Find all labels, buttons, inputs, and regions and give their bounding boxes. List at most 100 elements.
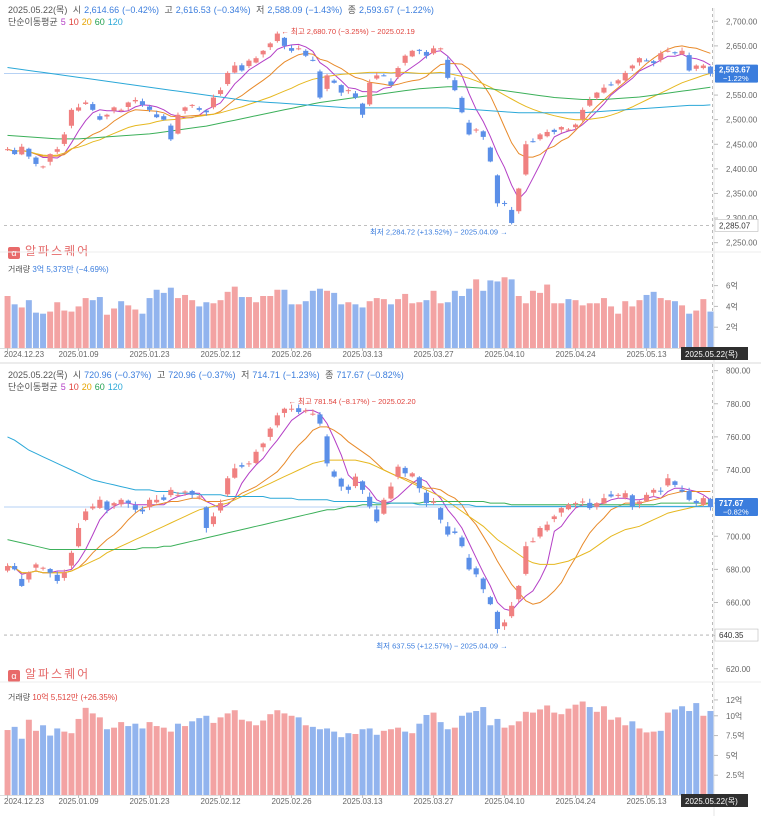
panel2-volume-bar	[111, 727, 118, 795]
panel1-volume-bar	[423, 300, 430, 348]
panel1-volume-bar	[32, 312, 39, 348]
panel1-candle-body	[551, 129, 557, 132]
panel1-candle-body	[217, 90, 224, 95]
panel2-close-change: (−0.82%)	[366, 370, 404, 380]
panel2-x-tick-label: 2025.01.09	[59, 797, 100, 806]
panel1-candle-body	[90, 104, 96, 110]
panel2-low-annotation: 최저 637.55 (+12.57%) − 2025.04.09 →	[376, 641, 507, 651]
panel1-ma5-line	[7, 43, 711, 200]
panel1-volume-label: 거래량 3억 5,373만 (−4.69%)	[8, 264, 109, 275]
panel1-x-tick-label: 2025.05.13	[627, 350, 668, 359]
panel2-volume-bar	[260, 720, 267, 795]
panel2-volume-bar	[522, 711, 529, 795]
panel1-candle-body	[54, 149, 60, 152]
panel1-volume-bar	[345, 302, 352, 348]
panel2-volume-bar	[352, 733, 359, 795]
panel2-candle-body	[636, 501, 643, 504]
panel2-volume-bar	[494, 718, 501, 795]
panel2-volume-bar	[295, 717, 302, 795]
panel1-volume-bar	[387, 304, 394, 348]
panel1-y-tick-label: 2,400.00	[726, 165, 758, 174]
panel1-vol-tick-label: 4억	[726, 301, 738, 311]
panel2-volume-value: 10억 5,512만	[32, 693, 79, 702]
panel2-candle-body	[445, 526, 451, 535]
panel1-candle-body	[19, 146, 25, 155]
panel2-volume-bar	[18, 738, 25, 795]
panel2-volume-bar	[671, 709, 678, 795]
panel2-volume-bar	[125, 726, 132, 795]
panel1-candle-body	[324, 75, 330, 89]
panel1-volume-bar	[4, 296, 11, 348]
panel1-volume-bar	[707, 311, 714, 348]
panel2-high-label: 고	[156, 370, 166, 380]
panel2-volume-bar	[579, 701, 586, 795]
panel2-volume-bar	[487, 725, 494, 795]
panel2-candle-body	[19, 578, 25, 586]
panel2-volume-bar	[537, 709, 544, 795]
panel2-ma60-legend: 60	[94, 382, 105, 392]
panel1-candle-body	[132, 99, 138, 102]
panel2-x-tick-label: 2025.03.27	[414, 797, 455, 806]
panel1-volume-bar	[416, 302, 423, 348]
panel1-brand-logo: α 알파스퀘어	[8, 242, 90, 259]
panel2-volume-bar	[253, 725, 260, 795]
panel1-volume-bar	[18, 307, 25, 348]
panel1-volume-bar	[679, 305, 686, 348]
panel2-volume-bar	[75, 718, 82, 795]
panel1-candle-body	[430, 48, 437, 54]
panel1-volume-bar	[373, 298, 380, 348]
panel1-volume-bar	[103, 314, 110, 348]
panel2-volume-bar	[586, 707, 593, 795]
panel2-candle-body	[154, 499, 160, 503]
panel2-candle-body	[594, 503, 600, 507]
panel2-volume-bar	[153, 726, 160, 795]
panel2-candle-body	[132, 505, 138, 510]
panel2-volume-bar	[174, 723, 181, 795]
panel2-y-tick-label: 660.00	[726, 599, 751, 608]
panel1-ma-legend-label: 단순이동평균	[8, 17, 58, 27]
panel2-candle-body	[281, 408, 288, 413]
panel2-volume-bar	[25, 719, 32, 795]
panel1-ma20-line	[7, 71, 711, 157]
panel1-volume-bar	[153, 289, 160, 348]
panel1-volume-bar	[281, 289, 288, 348]
panel2-volume-bar	[622, 725, 629, 795]
panel2-candle-body	[118, 499, 124, 505]
panel1-candle-body	[480, 131, 486, 137]
panel2-candle-body	[345, 486, 351, 490]
panel2-volume-bar	[224, 713, 231, 795]
panel1-candle-body	[686, 55, 692, 71]
panel2-volume-bar	[657, 730, 664, 795]
panel1-candle-body	[296, 48, 302, 50]
panel1-candle-body	[402, 55, 408, 63]
panel2-ma-legend[interactable]: 단순이동평균 5 10 20 60 120	[8, 381, 126, 393]
panel2-open-value: 720.96	[84, 370, 112, 380]
panel2-brand-logo: α 알파스퀘어	[8, 665, 90, 682]
panel2-candle-body	[381, 499, 387, 514]
panel2-candle-body	[90, 506, 96, 509]
panel1-candle-body	[146, 106, 153, 110]
panel1-ma-legend[interactable]: 단순이동평균 5 10 20 60 120	[8, 16, 126, 28]
panel2-candle-body	[494, 611, 501, 629]
panel1-volume-bar	[224, 291, 231, 348]
panel2-volume-bar	[245, 721, 252, 795]
panel1-candle-body	[629, 65, 635, 69]
panel1-candle-body	[381, 75, 387, 77]
panel2-volume-bar	[558, 714, 565, 795]
panel2-volume-bar	[501, 727, 508, 795]
panel2-volume-bar	[4, 730, 11, 795]
panel1-volume-prefix: 거래량	[8, 265, 31, 274]
panel2-candle-body	[367, 496, 373, 507]
panel2-volume-bar	[68, 733, 75, 795]
panel1-candle-body	[260, 50, 266, 55]
panel1-date: 2025.05.22(목)	[8, 5, 68, 15]
panel2-candle-body	[608, 494, 614, 497]
panel1-ma10-legend: 10	[68, 17, 79, 27]
panel1-ma60-line	[7, 86, 711, 140]
panel2-volume-bar	[61, 731, 68, 795]
panel2-y-tick-label: 800.00	[726, 367, 751, 376]
panel2-candle-body	[303, 410, 309, 412]
panel1-candle-body	[246, 60, 252, 67]
panel2-current-date-badge	[681, 794, 748, 807]
